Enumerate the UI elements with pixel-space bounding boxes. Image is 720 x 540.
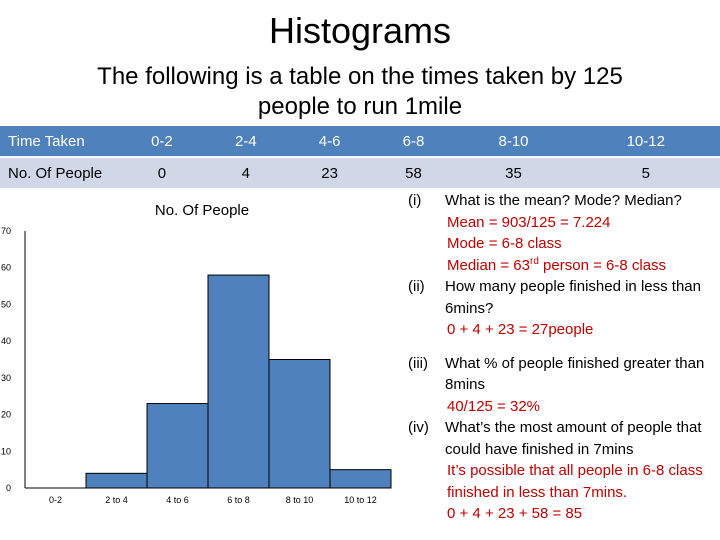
slide-subtitle: The following is a table on the times ta… [97, 63, 623, 120]
question-number: (iv) [408, 419, 429, 436]
question-number: (i) [408, 192, 422, 209]
histogram-chart: No. Of People 0 10 20 30 40 50 60 70 0-2 2 to 4 4… [1, 202, 392, 505]
x-tick-label: 6 to 8 [227, 495, 250, 505]
answer-sum: 0 + 4 + 23 + 58 = 85 [447, 505, 583, 522]
chart-title: No. Of People [155, 202, 249, 219]
answer-median: Median = 63rd person = 6-8 class [408, 255, 718, 277]
histogram-bar [85, 472, 148, 489]
answer-mean: Mean = 903/125 = 7.224 [447, 213, 611, 231]
median-text: Median = 63 [447, 256, 530, 274]
table-cell-time: 8-10 [455, 126, 572, 158]
table-cell-count: 5 [571, 157, 720, 188]
slide-title: Histograms [268, 10, 452, 51]
table-cell-time: 0-2 [120, 126, 204, 158]
table-data-row: No. Of People 0 4 23 58 35 5 [0, 157, 720, 188]
y-tick-label: 70 [1, 226, 11, 236]
table-header-label: Time Taken [0, 126, 120, 158]
x-tick-label: 10 to 12 [344, 495, 377, 505]
question-1: (i) What is the mean? Mode? Median? [408, 190, 718, 212]
question-3: (iii) What % of people finished greater … [408, 353, 718, 396]
table-header-row: Time Taken 0-2 2-4 4-6 6-8 8-10 10-12 [0, 126, 720, 158]
questions-panel: (i) What is the mean? Mode? Median? Mean… [408, 190, 718, 525]
median-text-rest: person = 6-8 class [538, 256, 667, 274]
histogram-bar [268, 359, 331, 489]
y-tick-label: 10 [1, 446, 11, 456]
question-2: (ii) How many people finished in less th… [408, 276, 718, 319]
x-tick-label: 2 to 4 [105, 495, 128, 505]
table-cell-count: 58 [371, 157, 456, 188]
question-text: What is the mean? Mode? Median? [445, 192, 682, 209]
table-cell-count: 35 [455, 157, 572, 188]
table-cell-time: 6-8 [371, 126, 456, 158]
x-tick-label: 8 to 10 [286, 495, 314, 505]
table-cell-count: 0 [120, 157, 204, 188]
y-tick-label: 60 [1, 263, 11, 273]
question-text: How many people finished in less than 6m… [445, 278, 701, 317]
x-tick-label: 4 to 6 [166, 495, 189, 505]
answer-less-than-6: 0 + 4 + 23 = 27people [447, 321, 594, 338]
data-table: Time Taken 0-2 2-4 4-6 6-8 8-10 10-12 No… [0, 126, 720, 188]
answer-percent: 40/125 = 32% [447, 397, 540, 415]
histogram-bar [146, 403, 209, 489]
question-number: (ii) [408, 278, 425, 295]
y-tick-label: 0 [6, 483, 11, 493]
table-cell-time: 10-12 [571, 126, 720, 158]
answer-mode: Mode = 6-8 class [447, 235, 562, 252]
table-cell-count: 4 [203, 157, 288, 188]
y-tick-label: 40 [1, 336, 11, 346]
y-tick-label: 50 [1, 299, 11, 309]
question-text: What’s the most amount of people that co… [445, 419, 702, 458]
y-tick-label: 20 [1, 410, 11, 420]
answer-possibility: It’s possible that all people in 6-8 cla… [447, 462, 703, 501]
histogram-bar [207, 274, 270, 489]
question-number: (iii) [408, 354, 428, 372]
question-4: (iv) What’s the most amount of people th… [408, 417, 718, 460]
table-cell-time: 4-6 [287, 126, 372, 158]
histogram-bar [329, 469, 392, 489]
table-cell-time: 2-4 [203, 126, 288, 158]
y-tick-label: 30 [1, 373, 11, 383]
x-tick-label: 0-2 [49, 495, 62, 505]
table-cell-count: 23 [287, 157, 372, 188]
median-ordinal: rd [529, 255, 539, 267]
question-text: What % of people finished greater than 8… [445, 354, 705, 394]
table-row-label: No. Of People [0, 157, 120, 188]
